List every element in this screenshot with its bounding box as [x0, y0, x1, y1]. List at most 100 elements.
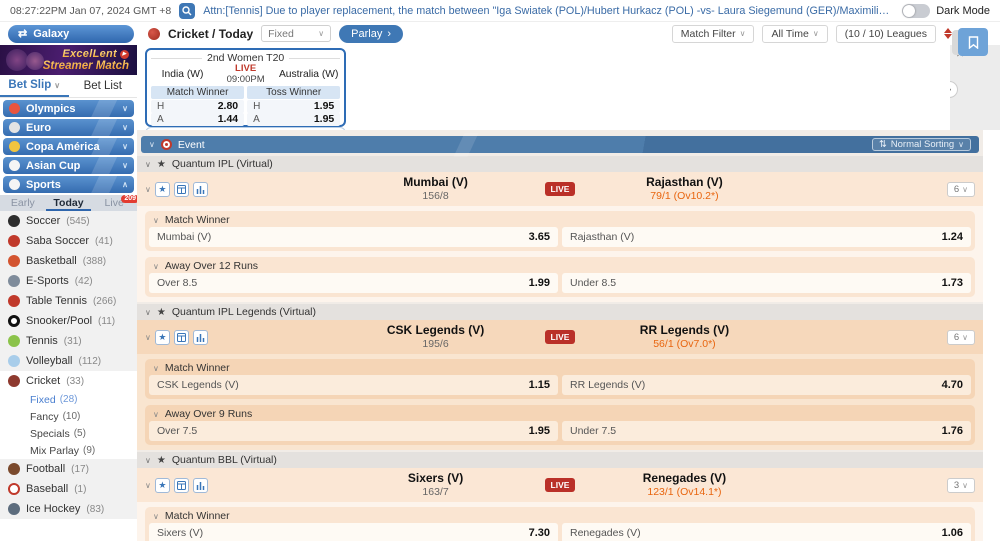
cricket-subitem[interactable]: Fancy (10) — [0, 408, 137, 425]
collapse-chevron-icon[interactable]: ∨ — [145, 455, 151, 465]
sidebar-accordion-item[interactable]: Sports ∧ — [3, 176, 134, 193]
odds-row[interactable]: A 1.44 — [151, 112, 245, 126]
favorite-star-button[interactable]: ★ — [154, 477, 170, 493]
away-team-name: RR Legends (V) — [639, 322, 730, 337]
tab-bet-slip[interactable]: Bet Slip ∨ — [0, 75, 69, 97]
odds-cell[interactable]: RR Legends (V) 4.70 — [562, 375, 971, 395]
sidebar-accordion-item[interactable]: Olympics ∨ — [3, 100, 134, 117]
dark-mode-toggle[interactable] — [902, 3, 931, 18]
sport-list-item[interactable]: Saba Soccer (41) — [0, 231, 137, 251]
time-filter-label: All Time — [771, 27, 809, 40]
cricket-subitem[interactable]: Specials (5) — [0, 425, 137, 442]
sport-list-item[interactable]: Football (17) — [0, 459, 137, 479]
odds-cell[interactable]: Renegades (V) 1.06 — [562, 523, 971, 541]
sport-list-item[interactable]: Tennis (31) — [0, 331, 137, 351]
sidebar-accordion-item[interactable]: Asian Cup ∨ — [3, 157, 134, 174]
away-team-name: Australia (W) — [278, 69, 339, 80]
time-tab[interactable]: Early — [0, 195, 46, 211]
time-tab[interactable]: Live 209 — [91, 195, 137, 211]
odds-row[interactable]: A 1.95 — [247, 112, 341, 126]
sport-list-item[interactable]: Snooker/Pool (11) — [0, 311, 137, 331]
sidebar-accordion-item[interactable]: Copa América ∨ — [3, 138, 134, 155]
stats-chart-icon-button[interactable] — [192, 181, 208, 197]
featured-match-card[interactable]: 2nd Women T20 India (W) LIVE 09:00PM Aust… — [145, 48, 347, 127]
chevron-icon: ∨ — [122, 161, 128, 170]
away-team: Renegades (V) 123/1 (Ov14.1*) — [589, 471, 779, 499]
favorite-star-icon[interactable]: ★ — [156, 158, 166, 170]
odds-cell[interactable]: Under 8.5 1.73 — [562, 273, 971, 293]
collapse-chevron-icon[interactable]: ∨ — [149, 140, 155, 149]
sidebar-accordion-item[interactable]: Euro ∨ — [3, 119, 134, 136]
bookmark-button[interactable] — [958, 28, 988, 56]
bet-type-select[interactable]: Fixed ∨ — [261, 25, 332, 42]
scoreboard-icon-button[interactable] — [173, 477, 189, 493]
collapse-chevron-icon[interactable]: ∨ — [145, 332, 151, 342]
sport-list-item[interactable]: E-Sports (42) — [0, 271, 137, 291]
odds-cell[interactable]: Mumbai (V) 3.65 — [149, 227, 558, 247]
home-team-name: CSK Legends (V) — [386, 322, 485, 337]
parlay-button[interactable]: Parlay › — [339, 24, 403, 43]
odds-cell[interactable]: Over 8.5 1.99 — [149, 273, 558, 293]
odds-cell[interactable]: Under 7.5 1.76 — [562, 421, 971, 441]
favorite-star-button[interactable]: ★ — [154, 181, 170, 197]
market-header[interactable]: ∨ Match Winner — [149, 361, 971, 375]
sport-list-item[interactable]: Baseball (1) — [0, 479, 137, 499]
sport-list-item[interactable]: Soccer (545) — [0, 211, 137, 231]
selection-label: A — [157, 113, 164, 125]
favorite-star-button[interactable]: ★ — [154, 329, 170, 345]
odds-cell[interactable]: CSK Legends (V) 1.15 — [149, 375, 558, 395]
collapse-chevron-icon[interactable]: ∨ — [145, 184, 151, 194]
cricket-subitem[interactable]: Fixed (28) — [0, 391, 137, 408]
search-button[interactable] — [179, 2, 196, 19]
odds-cell[interactable]: Over 7.5 1.95 — [149, 421, 558, 441]
market-group: ∨ Match Winner Sixers (V) 7.30 Renegades… — [145, 507, 975, 541]
stats-chart-icon-button[interactable] — [192, 329, 208, 345]
promo-banner[interactable]: ExcelLent ▶ Streamer Match — [0, 45, 137, 75]
market-count-select[interactable]: 6 ∨ — [946, 329, 975, 345]
match-filter-button[interactable]: Match Filter ∨ — [671, 24, 755, 43]
time-filter-button[interactable]: All Time ∨ — [762, 24, 828, 43]
sport-list-item[interactable]: Table Tennis (266) — [0, 291, 137, 311]
odds-value: 3.65 — [528, 231, 550, 243]
market-header[interactable]: ∨ Away Over 9 Runs — [149, 407, 971, 421]
market-count-select[interactable]: 3 ∨ — [946, 477, 975, 493]
galaxy-brand-button[interactable]: ⇄ Galaxy — [8, 24, 134, 43]
odds-cell[interactable]: Sixers (V) 7.30 — [149, 523, 558, 541]
odds-value: 1.95 — [528, 425, 550, 437]
odds-row[interactable]: H 2.80 — [151, 99, 245, 113]
collapse-chevron-icon[interactable]: ∨ — [145, 480, 151, 490]
sport-list-item[interactable]: Volleyball (112) — [0, 351, 137, 371]
favorite-star-icon[interactable]: ★ — [156, 306, 166, 318]
stats-chart-icon-button[interactable] — [192, 477, 208, 493]
favorite-star-icon[interactable]: ★ — [156, 454, 166, 466]
featured-match-card[interactable]: Women T20 Series ... India (W) 01/0709:0… — [145, 127, 347, 130]
cards-side-gutter: × › — [941, 45, 1000, 130]
bet-tabs: Bet Slip ∨ Bet List — [0, 75, 137, 98]
card-teams: India (W) LIVE 09:00PM Australia (W) — [151, 63, 340, 86]
odds-sort-icon[interactable] — [944, 28, 952, 39]
odds-column: Match Winner H 2.80 A 1.44 — [151, 85, 245, 126]
market-count-select[interactable]: 6 ∨ — [946, 181, 975, 197]
scoreboard-icon-button[interactable] — [173, 181, 189, 197]
home-team-score: 195/6 — [422, 337, 449, 350]
collapse-chevron-icon[interactable]: ∨ — [145, 159, 151, 169]
sorting-select[interactable]: ⇅ Normal Sorting ∨ — [871, 138, 971, 151]
market-header[interactable]: ∨ Match Winner — [149, 213, 971, 227]
market-header[interactable]: ∨ Away Over 12 Runs — [149, 259, 971, 273]
sport-list-item[interactable]: Ice Hockey (83) — [0, 499, 137, 519]
scoreboard-icon-button[interactable] — [173, 329, 189, 345]
markets-container: ∨ Match Winner Sixers (V) 7.30 Renegades… — [137, 502, 983, 541]
tab-bet-list[interactable]: Bet List — [69, 75, 138, 97]
odds-value: 2.80 — [217, 100, 239, 113]
leagues-filter-button[interactable]: (10 / 10) Leagues — [835, 24, 936, 43]
sport-list-item[interactable]: Basketball (388) — [0, 251, 137, 271]
odds-cell[interactable]: Rajasthan (V) 1.24 — [562, 227, 971, 247]
market-header[interactable]: ∨ Match Winner — [149, 509, 971, 523]
collapse-chevron-icon[interactable]: ∨ — [145, 307, 151, 317]
sport-list-item[interactable]: Cricket (33) — [0, 371, 137, 391]
time-tab[interactable]: Today — [45, 195, 92, 211]
cricket-subitem[interactable]: Mix Parlay (9) — [0, 442, 137, 459]
scroll-gutter[interactable] — [983, 130, 1000, 541]
home-team-name: Sixers (V) — [407, 470, 464, 485]
odds-row[interactable]: H 1.95 — [247, 99, 341, 113]
